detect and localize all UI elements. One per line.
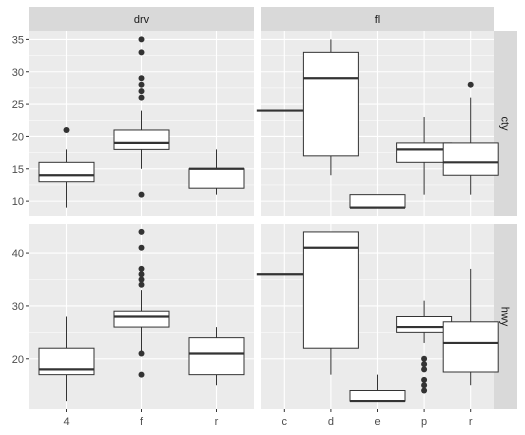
- box-body: [113, 129, 170, 150]
- box-r: [188, 149, 245, 195]
- box-body: [113, 310, 170, 328]
- y-tick-label: 20: [12, 131, 24, 143]
- outlier-point: [467, 81, 474, 88]
- y-tick-label: 20: [12, 354, 24, 366]
- outlier-point: [138, 371, 145, 378]
- facet-strip-cty: [494, 31, 517, 216]
- panel-hwy-drv: 4 f r 20 30 40: [12, 224, 254, 428]
- x-tick-label: r: [469, 416, 473, 428]
- y-tick-label: 35: [12, 34, 24, 46]
- outlier-point: [138, 81, 145, 88]
- x-tick-label: d: [328, 416, 334, 428]
- outlier-point: [421, 382, 428, 389]
- box-e: [349, 374, 406, 403]
- box-body: [349, 390, 406, 402]
- panel-cty-fl: [256, 31, 499, 216]
- y-tick-label: 30: [12, 67, 24, 79]
- outlier-point: [138, 49, 145, 56]
- x-tick-label: f: [140, 416, 144, 428]
- box-r: [188, 327, 245, 386]
- box-r: [442, 81, 499, 195]
- box-4: [38, 126, 95, 208]
- facet-strip-label-hwy: hwy: [499, 307, 511, 327]
- y-tick-label: 30: [12, 301, 24, 313]
- box-f: [113, 228, 170, 378]
- y-tick-label: 10: [12, 196, 24, 208]
- box-body: [188, 337, 245, 376]
- outlier-point: [138, 276, 145, 283]
- outlier-point: [421, 376, 428, 383]
- box-e: [349, 194, 406, 209]
- box-d: [302, 39, 359, 176]
- facet-strip-label-cty: cty: [499, 116, 511, 131]
- facet-strip-hwy: [494, 224, 517, 409]
- outlier-point: [138, 265, 145, 272]
- outlier-point: [63, 126, 70, 133]
- outlier-point: [138, 281, 145, 288]
- x-tick-label: r: [215, 416, 219, 428]
- box-body: [302, 231, 359, 349]
- outlier-point: [138, 350, 145, 357]
- outlier-point: [138, 88, 145, 95]
- outlier-point: [138, 94, 145, 101]
- box-body: [38, 161, 95, 183]
- box-d: [302, 231, 359, 375]
- outlier-point: [138, 75, 145, 82]
- facet-strip-label-drv: drv: [134, 14, 150, 26]
- outlier-point: [421, 355, 428, 362]
- y-tick-label: 15: [12, 164, 24, 176]
- box-4: [38, 316, 95, 402]
- box-body: [188, 168, 245, 189]
- box-body: [302, 51, 359, 157]
- box-p: [396, 300, 453, 394]
- outlier-point: [138, 228, 145, 235]
- x-tick-label: e: [374, 416, 380, 428]
- y-tick-label: 25: [12, 99, 24, 111]
- box-body: [442, 321, 499, 373]
- outlier-point: [421, 361, 428, 368]
- outlier-point: [138, 244, 145, 251]
- x-tick-label: p: [421, 416, 427, 428]
- outlier-point: [138, 271, 145, 278]
- panel-cty-drv: 10 15 20 25 30 35: [12, 31, 254, 216]
- outlier-point: [421, 366, 428, 373]
- outlier-point: [421, 387, 428, 394]
- facet-strip-label-fl: fl: [375, 14, 381, 26]
- box-f: [113, 36, 170, 198]
- outlier-point: [138, 36, 145, 43]
- x-tick-label: c: [282, 416, 288, 428]
- facet-strip-drv: [29, 7, 254, 31]
- box-r: [442, 268, 499, 386]
- outlier-point: [138, 191, 145, 198]
- y-tick-label: 40: [12, 248, 24, 260]
- facet-strip-fl: [261, 7, 494, 31]
- box-body: [349, 194, 406, 209]
- x-tick-label: 4: [63, 416, 69, 428]
- box-body: [442, 142, 499, 176]
- box-body: [38, 347, 95, 376]
